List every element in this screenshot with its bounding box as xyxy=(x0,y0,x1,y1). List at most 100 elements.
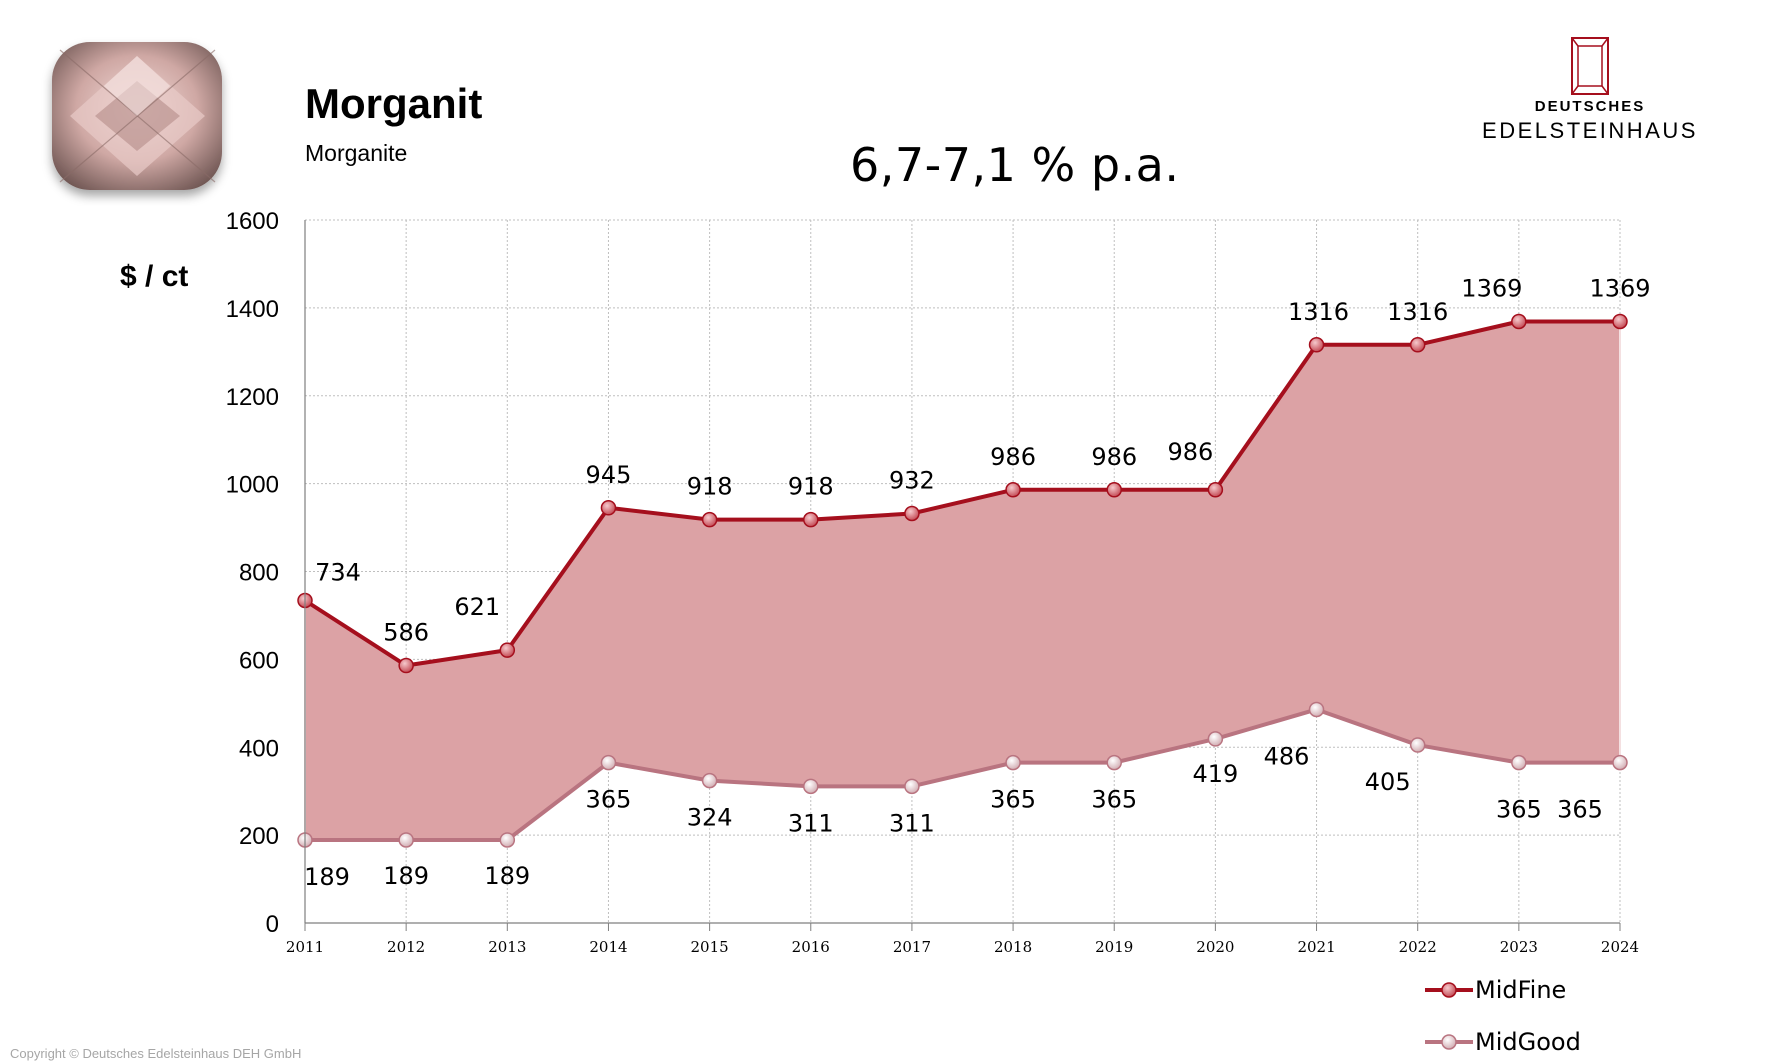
logo-line-1: DEUTSCHES xyxy=(1534,98,1646,115)
midgood-data-label: 324 xyxy=(687,804,733,832)
data-labels: 734 586 621 945 918 918 932 986 986 986 1316 1316 13… xyxy=(304,274,1650,890)
midfine-data-label: 586 xyxy=(383,619,429,647)
midfine-line xyxy=(303,319,1620,668)
legend-item-midfine: MidFine xyxy=(1425,976,1566,1004)
x-tick-label: 2016 xyxy=(792,938,830,956)
growth-rate: 6,7-7,1 % p.a. xyxy=(850,138,1180,192)
midgood-point xyxy=(803,778,819,795)
midgood-data-label: 311 xyxy=(889,809,935,837)
x-tick-label: 2017 xyxy=(893,938,931,956)
midgood-point xyxy=(398,832,414,848)
midgood-point xyxy=(1308,701,1325,718)
y-axis-label: $ / ct xyxy=(120,260,189,293)
midgood-data-label: 365 xyxy=(1091,786,1137,814)
midfine-data-label: 986 xyxy=(990,443,1036,471)
midgood-point xyxy=(701,772,718,789)
x-tick-label: 2023 xyxy=(1500,938,1538,956)
series-markers xyxy=(297,313,1628,848)
midgood-point xyxy=(1409,737,1426,753)
midfine-data-label: 986 xyxy=(1091,443,1137,471)
price-chart: 734 586 621 945 918 918 932 986 986 986 1316 1316 13… xyxy=(226,208,1651,956)
midgood-point xyxy=(499,832,516,848)
midfine-data-label: 932 xyxy=(889,467,935,495)
x-tick-label: 2022 xyxy=(1399,938,1437,956)
midgood-data-label: 405 xyxy=(1365,768,1411,796)
x-tick-label: 2013 xyxy=(488,938,526,956)
midgood-data-label: 365 xyxy=(586,786,632,814)
midgood-point xyxy=(904,778,920,795)
midgood-data-label: 189 xyxy=(383,862,429,890)
chart-title: Morganit xyxy=(305,80,483,127)
y-tick-label: 200 xyxy=(239,823,279,850)
midfine-data-label: 918 xyxy=(687,473,733,501)
midfine-point xyxy=(1005,482,1021,498)
midfine-data-label: 1316 xyxy=(1387,298,1448,326)
midgood-point xyxy=(1005,754,1021,771)
axes: 0 200 400 600 800 1000 1200 1400 1600 2011 2012 201… xyxy=(226,208,1639,956)
y-tick-label: 1600 xyxy=(226,208,279,235)
x-tick-label: 2019 xyxy=(1095,938,1133,956)
midgood-data-label: 365 xyxy=(1557,796,1603,824)
midfine-midgood-area xyxy=(304,320,1621,841)
x-tick-label: 2020 xyxy=(1196,938,1234,956)
midgood-point xyxy=(600,754,617,771)
midgood-point xyxy=(1207,731,1224,747)
brand-logo: DEUTSCHES EDELSTEINHAUS xyxy=(1480,36,1700,146)
y-tick-label: 600 xyxy=(239,647,279,674)
y-tick-label: 1200 xyxy=(226,384,279,411)
y-tick-label: 1400 xyxy=(226,296,279,323)
midfine-data-label: 1316 xyxy=(1288,298,1349,326)
x-tick-label: 2021 xyxy=(1297,938,1335,956)
chart-subtitle: Morganite xyxy=(305,140,408,166)
midfine-data-label: 1369 xyxy=(1589,274,1650,302)
midfine-data-label: 734 xyxy=(315,558,361,586)
y-tick-label: 1000 xyxy=(226,472,279,499)
midfine-point xyxy=(499,642,516,658)
midfine-point xyxy=(600,500,617,516)
x-tick-label: 2012 xyxy=(387,938,425,956)
midgood-data-label: 365 xyxy=(990,786,1036,814)
midfine-point xyxy=(398,657,414,674)
midgood-line xyxy=(305,707,1620,842)
legend-midgood-swatch xyxy=(1425,1034,1473,1050)
midgood-data-label: 189 xyxy=(304,863,350,891)
midgood-data-label: 419 xyxy=(1192,760,1238,788)
midfine-point xyxy=(1612,313,1628,330)
x-tick-label: 2024 xyxy=(1601,938,1639,956)
midfine-point xyxy=(1409,337,1426,353)
midfine-data-label: 918 xyxy=(788,473,834,501)
series-lines xyxy=(303,319,1620,842)
legend-midfine-label: MidFine xyxy=(1475,976,1567,1004)
x-tick-label: 2015 xyxy=(691,938,729,956)
copyright-notice: Copyright © Deutsches Edelsteinhaus DEH … xyxy=(10,1046,302,1061)
midfine-point xyxy=(1511,313,1527,330)
midfine-point xyxy=(1106,482,1122,498)
legend-midfine-swatch xyxy=(1425,982,1473,998)
midgood-data-label: 311 xyxy=(788,809,834,837)
legend-item-midgood: MidGood xyxy=(1425,1028,1581,1056)
x-tick-label: 2014 xyxy=(589,938,627,956)
midgood-data-label: 486 xyxy=(1264,742,1310,770)
y-tick-label: 0 xyxy=(266,911,279,938)
midfine-point xyxy=(1207,482,1224,498)
midfine-point xyxy=(1308,337,1325,353)
logo-line-2: EDELSTEINHAUS xyxy=(1482,118,1698,143)
midgood-point xyxy=(1511,754,1527,771)
y-tick-label: 400 xyxy=(239,735,279,762)
y-tick-label: 800 xyxy=(239,560,279,587)
midgood-point xyxy=(1106,754,1122,771)
midfine-point xyxy=(904,505,920,522)
midfine-data-label: 945 xyxy=(586,461,632,489)
x-tick-label: 2011 xyxy=(286,938,324,956)
midfine-data-label: 1369 xyxy=(1461,274,1522,302)
morganite-gem-image xyxy=(52,42,222,190)
midfine-point xyxy=(803,511,819,528)
midfine-data-label: 986 xyxy=(1167,438,1213,466)
midgood-data-label: 189 xyxy=(484,862,530,890)
legend-midgood-label: MidGood xyxy=(1475,1028,1581,1056)
x-tick-label: 2018 xyxy=(994,938,1032,956)
gem-outline-icon xyxy=(1571,37,1609,95)
midgood-data-label: 365 xyxy=(1496,796,1542,824)
midfine-point xyxy=(701,511,718,528)
price-band xyxy=(304,320,1621,841)
